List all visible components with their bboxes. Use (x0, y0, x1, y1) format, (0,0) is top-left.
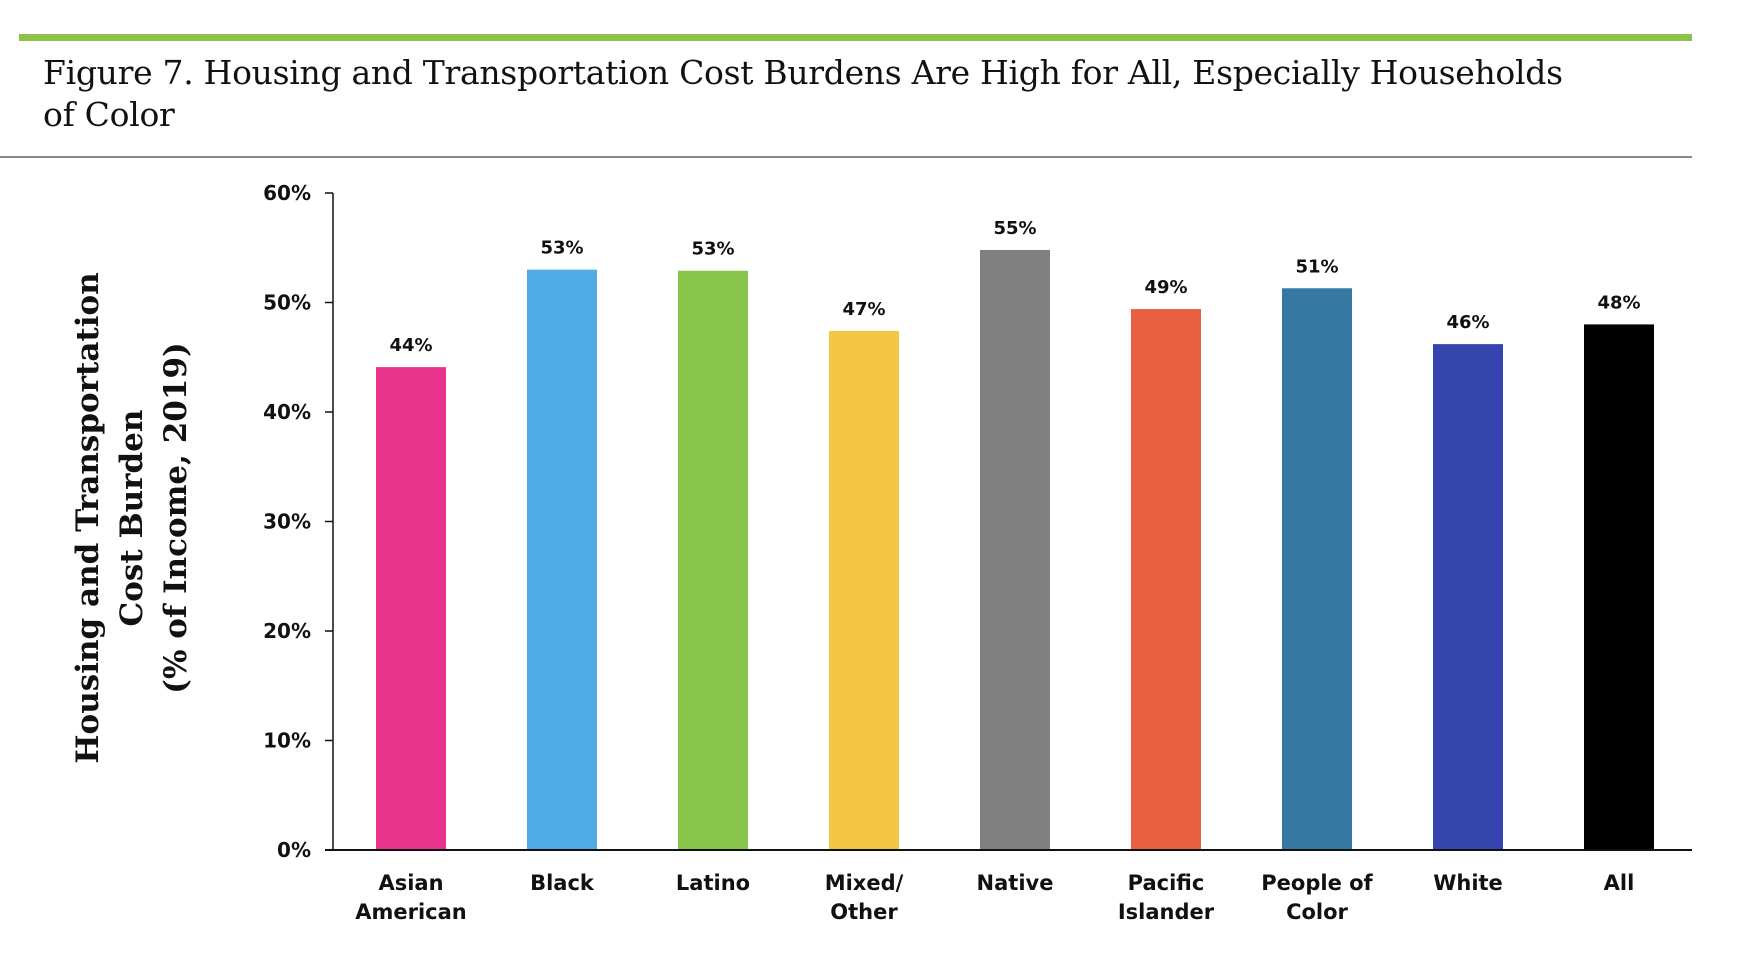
x-tick-label-line: Pacific (1128, 871, 1205, 895)
x-tick-label: Pacific Islander (1118, 871, 1215, 924)
x-tick-label: Native (977, 871, 1054, 895)
bar (1131, 309, 1201, 850)
figure-title: Figure 7. Housing and Transportation Cos… (43, 52, 1683, 136)
x-tick-label: All (1604, 871, 1635, 895)
data-label: 51% (1295, 256, 1338, 277)
bars: 44% 53% 53% 47% 55% 49% 51% 46% 48% (376, 218, 1654, 851)
data-label: 55% (993, 218, 1036, 239)
x-tick-label: Asian American (355, 871, 467, 924)
x-tick-label-line: American (355, 900, 467, 924)
y-tick-label: 20% (263, 619, 311, 643)
x-tick-label: Latino (676, 871, 750, 895)
x-tick-label-line: Latino (676, 871, 750, 895)
y-axis-title-line: Cost Burden (114, 410, 150, 627)
bar (527, 269, 597, 850)
y-tick-label: 50% (263, 291, 311, 315)
x-tick-label-line: Mixed/ (825, 871, 904, 895)
data-label: 49% (1144, 277, 1187, 298)
x-tick-label-line: Other (830, 900, 898, 924)
x-tick-label-line: Native (977, 871, 1054, 895)
x-tick-label-line: Asian (378, 871, 443, 895)
x-tick-label-line: Islander (1118, 900, 1215, 924)
data-label: 44% (389, 335, 432, 356)
x-tick-label-line: People of (1261, 871, 1373, 895)
x-tick-label-line: Color (1286, 900, 1348, 924)
y-tick-label: 30% (263, 510, 311, 534)
title-divider (0, 156, 1692, 158)
y-tick-label: 10% (263, 729, 311, 753)
x-tick-label-line: White (1433, 871, 1503, 895)
x-axis: Asian American Black Latino Mixed/Other Nativ… (325, 849, 1692, 924)
bar (829, 330, 899, 851)
data-label: 46% (1446, 312, 1489, 333)
figure-title-line-2: of Color (43, 95, 175, 134)
figure-title-line-1: Figure 7. Housing and Transportation Cos… (43, 53, 1563, 92)
x-tick-label-line: Black (530, 871, 595, 895)
data-label: 47% (842, 299, 885, 320)
data-label: 53% (540, 238, 583, 259)
accent-rule (19, 34, 1692, 41)
y-axis-title-line: Housing and Transportation (70, 272, 106, 763)
x-tick-label: People of Color (1261, 871, 1373, 924)
x-tick-label: Black (530, 871, 595, 895)
bar (1282, 288, 1352, 850)
x-tick-label: White (1433, 871, 1503, 895)
x-tick-label: Mixed/Other (825, 871, 904, 924)
bar (1584, 324, 1654, 850)
data-label: 48% (1597, 292, 1640, 313)
y-tick-label: 60% (263, 181, 311, 205)
bar (980, 249, 1050, 850)
bar (678, 270, 748, 850)
bar (376, 367, 446, 850)
data-label: 53% (691, 239, 734, 260)
y-tick-label: 40% (263, 400, 311, 424)
x-tick-label-line: All (1604, 871, 1635, 895)
y-tick-label: 0% (277, 838, 311, 862)
y-axis-title-line: (% of Income, 2019) (158, 342, 194, 693)
bar (1433, 344, 1503, 850)
y-axis-title: Housing and Transportation Cost Burden (% … (70, 272, 194, 763)
y-axis: 0% 10% 20% 30% 40% 50% 60% (263, 181, 334, 862)
